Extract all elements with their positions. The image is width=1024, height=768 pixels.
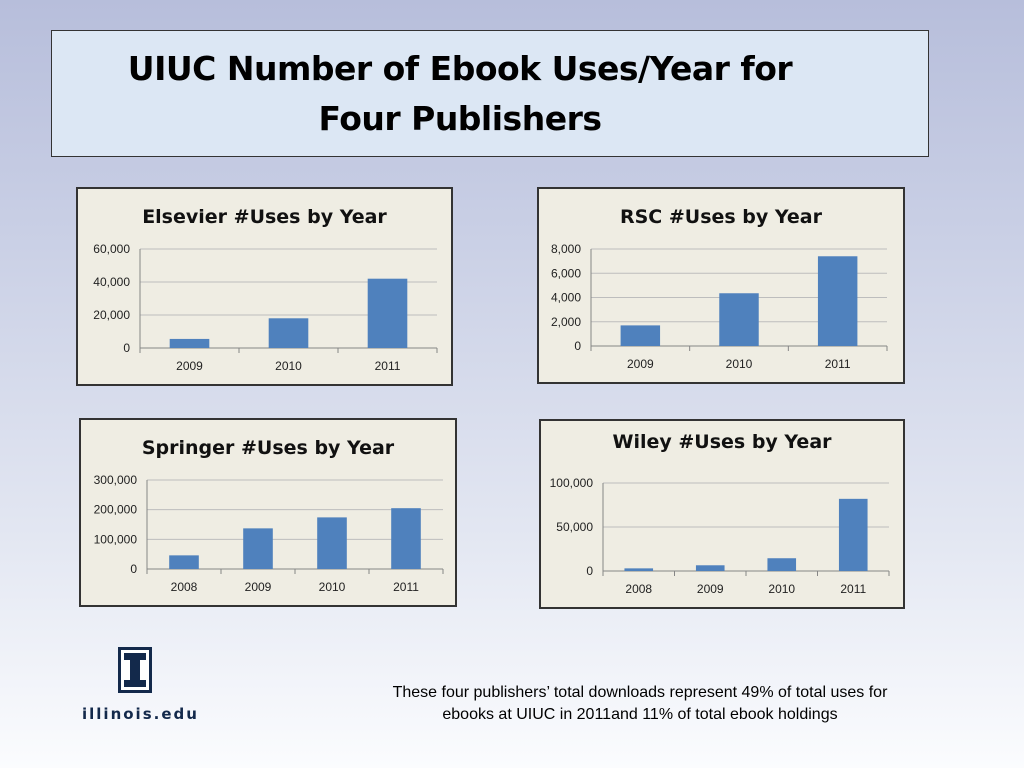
y-tick-label: 60,000 — [93, 242, 130, 256]
x-tick-label: 2008 — [625, 582, 652, 596]
y-tick-label: 20,000 — [93, 308, 130, 322]
bar-2011 — [817, 256, 858, 346]
x-tick-label: 2011 — [840, 582, 866, 596]
slide-title-line-1: UIUC Number of Ebook Uses/Year for — [127, 48, 793, 88]
y-tick-label: 0 — [574, 339, 581, 353]
x-tick-label: 2011 — [825, 357, 851, 371]
bar-2008 — [624, 568, 654, 571]
slide-title: UIUC Number of Ebook Uses/Year for Four … — [127, 44, 793, 144]
bar-2009 — [620, 325, 661, 346]
logo-text: illinois.edu — [82, 705, 199, 723]
bar-2009 — [695, 565, 725, 571]
y-tick-label: 40,000 — [93, 275, 130, 289]
y-tick-label: 100,000 — [550, 476, 594, 490]
bar-2008 — [169, 555, 199, 569]
y-tick-label: 6,000 — [551, 266, 581, 280]
springer-chart: Springer #Uses by Year 0 100,000 200,000 300… — [79, 418, 457, 607]
y-tick-label: 300,000 — [94, 473, 138, 487]
chart-title: RSC #Uses by Year — [620, 206, 823, 228]
x-tick-label: 2008 — [171, 580, 198, 594]
chart-canvas: RSC #Uses by Year 0 2,000 4,000 6,000 8,000 20… — [551, 206, 888, 371]
bar-2010 — [317, 517, 347, 569]
chart-canvas: Springer #Uses by Year 0 100,000 200,000 300… — [94, 437, 444, 594]
bar-2010 — [719, 293, 759, 346]
bar-2009 — [243, 528, 273, 569]
bar-2011 — [838, 498, 868, 571]
y-tick-label: 8,000 — [551, 242, 581, 256]
y-tick-label: 4,000 — [551, 291, 581, 305]
block-i-logo-icon — [118, 647, 152, 693]
x-tick-label: 2010 — [726, 357, 753, 371]
bar-2009 — [169, 338, 210, 348]
y-tick-label: 2,000 — [551, 315, 581, 329]
elsevier-chart: Elsevier #Uses by Year 0 20,000 40,000 60,00… — [76, 187, 453, 386]
chart-title: Wiley #Uses by Year — [612, 431, 832, 453]
bar-2010 — [767, 558, 797, 571]
wiley-chart: Wiley #Uses by Year 0 50,000 100,000 2008 200… — [539, 419, 905, 609]
chart-title: Springer #Uses by Year — [142, 437, 395, 459]
x-tick-label: 2009 — [245, 580, 272, 594]
chart-canvas: Elsevier #Uses by Year 0 20,000 40,000 60,00… — [93, 206, 438, 373]
chart-title: Elsevier #Uses by Year — [142, 206, 387, 228]
x-tick-label: 2010 — [319, 580, 346, 594]
footnote-line-1: These four publishers’ total downloads r… — [392, 684, 888, 701]
x-tick-label: 2010 — [275, 359, 302, 373]
y-tick-label: 0 — [130, 562, 137, 576]
footnote-line-2: ebooks at UIUC in 2011and 11% of total e… — [442, 706, 838, 723]
y-tick-label: 200,000 — [94, 503, 138, 517]
y-tick-label: 0 — [586, 564, 593, 578]
slide-title-box: UIUC Number of Ebook Uses/Year for Four … — [51, 30, 929, 157]
bar-2011 — [391, 508, 421, 569]
x-tick-label: 2011 — [393, 580, 419, 594]
bar-2011 — [367, 278, 408, 348]
x-tick-label: 2011 — [375, 359, 401, 373]
footnote: These four publishers’ total downloads r… — [330, 682, 950, 726]
rsc-chart: RSC #Uses by Year 0 2,000 4,000 6,000 8,000 20… — [537, 187, 905, 384]
x-tick-label: 2010 — [768, 582, 795, 596]
y-tick-label: 0 — [123, 341, 130, 355]
chart-canvas: Wiley #Uses by Year 0 50,000 100,000 2008 200… — [550, 431, 890, 596]
slide-title-line-2: Four Publishers — [318, 98, 603, 138]
bar-2010 — [268, 318, 309, 348]
y-tick-label: 50,000 — [556, 520, 593, 534]
y-tick-label: 100,000 — [94, 532, 138, 546]
x-tick-label: 2009 — [176, 359, 203, 373]
x-tick-label: 2009 — [697, 582, 724, 596]
x-tick-label: 2009 — [627, 357, 654, 371]
